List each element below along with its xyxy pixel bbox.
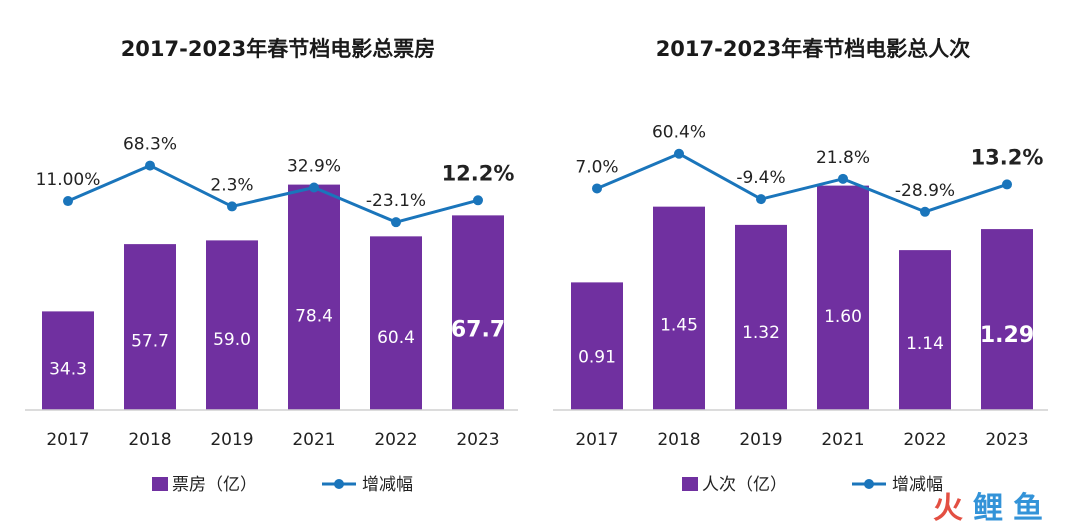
x-tick-label: 2019 [739, 430, 782, 450]
chart-title: 2017-2023年春节档电影总人次 [656, 37, 971, 61]
rate-point-2017 [592, 183, 602, 194]
rate-value-label: 7.0% [575, 157, 618, 177]
x-tick-label: 2022 [374, 430, 417, 450]
bar-value-label: 34.3 [49, 360, 87, 380]
rate-value-label: 12.2% [442, 161, 515, 185]
x-tick-label: 2022 [903, 430, 946, 450]
bar-2019 [206, 240, 258, 410]
rate-value-label: 32.9% [287, 156, 341, 176]
bar-2021 [288, 184, 340, 410]
bar-value-label: 57.7 [131, 331, 169, 351]
rate-value-label: 21.8% [816, 148, 870, 168]
legend-label: 票房（亿） [172, 475, 257, 495]
legend-bar-swatch [152, 477, 168, 491]
rate-point-2017 [63, 196, 73, 207]
legend-label: 人次（亿） [702, 475, 787, 495]
bar-2019 [735, 224, 787, 410]
legend-line-dot [864, 479, 874, 489]
rate-value-label: 68.3% [123, 135, 177, 155]
watermark: 火鲤鱼 [933, 491, 1043, 526]
x-tick-label: 2018 [128, 430, 171, 450]
bar-value-label: 1.60 [824, 307, 862, 327]
rate-value-label: 60.4% [652, 123, 706, 143]
rate-value-label: -23.1% [366, 191, 426, 211]
rate-point-2018 [145, 160, 155, 171]
bar-value-label: 1.32 [742, 323, 780, 343]
bar-value-label: 59.0 [213, 330, 251, 350]
watermark-char: 鱼 [1013, 491, 1043, 526]
chart-panel-2: 2017-2023年春节档电影总人次 0.91 1.45 1.32 1.60 1.14 1.… [553, 37, 1048, 495]
x-tick-label: 2019 [210, 430, 253, 450]
rate-value-label: 2.3% [210, 175, 253, 195]
bar-value-label: 1.14 [906, 334, 944, 354]
rate-point-2022 [920, 206, 930, 217]
rate-point-2018 [674, 148, 684, 159]
chart-panel-1: 2017-2023年春节档电影总票房 34.3 57.7 59.0 78.4 60.4 67… [25, 37, 518, 495]
rate-point-2021 [309, 182, 319, 193]
x-tick-label: 2017 [46, 430, 89, 450]
bar-value-label: 1.45 [660, 316, 698, 336]
legend-label: 增减幅 [362, 475, 413, 495]
bar-value-label: 0.91 [578, 347, 616, 367]
bar-2023 [452, 215, 504, 410]
legend: 票房（亿） 增减幅 [152, 475, 413, 495]
legend-label: 增减幅 [892, 475, 943, 495]
rate-line [596, 152, 1008, 214]
rate-line [67, 164, 479, 224]
rate-point-2021 [838, 173, 848, 184]
bar-2021 [817, 185, 869, 410]
x-tick-label: 2021 [292, 430, 335, 450]
bar-2018 [653, 206, 705, 410]
bar-2017 [571, 282, 623, 410]
rate-point-2019 [227, 201, 237, 212]
x-tick-label: 2018 [657, 430, 700, 450]
rate-value-label: 11.00% [36, 170, 101, 190]
rate-point-2019 [756, 194, 766, 205]
x-tick-label: 2023 [985, 430, 1028, 450]
watermark-char: 火 [933, 491, 963, 526]
rate-value-label: -28.9% [895, 181, 955, 201]
rate-point-2023 [473, 195, 483, 206]
bar-2023 [981, 229, 1033, 410]
rate-point-2023 [1002, 179, 1012, 190]
chart-title: 2017-2023年春节档电影总票房 [121, 37, 436, 61]
legend-line-dot [334, 479, 344, 489]
rate-value-label: 13.2% [971, 145, 1044, 169]
bar-2018 [124, 244, 176, 410]
bar-value-label: 67.7 [451, 317, 505, 342]
rate-value-label: -9.4% [736, 168, 785, 188]
legend-bar-swatch [682, 477, 698, 491]
bar-value-label: 1.29 [980, 323, 1034, 348]
x-tick-label: 2023 [456, 430, 499, 450]
rate-point-2022 [391, 217, 401, 228]
x-tick-label: 2021 [821, 430, 864, 450]
legend: 人次（亿） 增减幅 [682, 475, 943, 495]
bar-value-label: 60.4 [377, 328, 415, 348]
bar-2022 [370, 236, 422, 410]
watermark-char: 鲤 [973, 491, 1003, 526]
bar-2022 [899, 250, 951, 410]
bar-value-label: 78.4 [295, 306, 333, 326]
x-tick-label: 2017 [575, 430, 618, 450]
bar-2017 [42, 311, 94, 410]
